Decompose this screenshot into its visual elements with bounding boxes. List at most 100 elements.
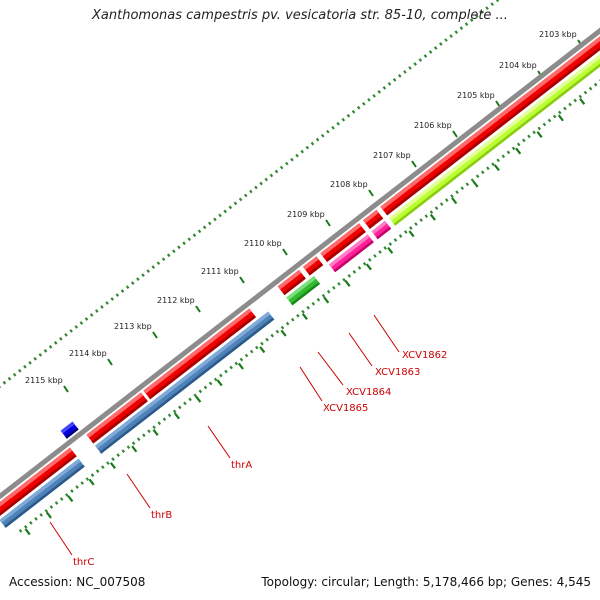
scale-dot — [188, 397, 192, 402]
gene-label-text: XCV1864 — [346, 387, 391, 398]
scale-dot — [193, 393, 197, 398]
feature-long-forward-highlight — [380, 36, 600, 210]
scale-dot — [316, 297, 321, 302]
scale-tick-mark — [280, 329, 287, 337]
scale-dot — [34, 517, 38, 521]
scale-dot — [516, 142, 521, 147]
scale-tick-mark — [24, 528, 31, 536]
gene-leader-line — [299, 366, 323, 402]
feature-thrA-forward[interactable] — [143, 308, 256, 400]
scale-dot — [213, 217, 217, 222]
scale-dot — [197, 229, 202, 234]
scale-dot — [326, 129, 330, 134]
scale-dot — [269, 173, 274, 178]
scale-tick-label: 2108 kbp — [330, 180, 368, 189]
scale-tick-mark — [365, 263, 372, 271]
scale-tick-mark — [216, 379, 223, 387]
scale-dot — [265, 337, 269, 342]
scale-dot — [151, 265, 156, 270]
scale-dot — [208, 381, 213, 386]
scale-dot — [79, 321, 84, 325]
scale-dot — [264, 177, 269, 182]
scale-tick-mark — [579, 97, 586, 105]
scale-dot — [182, 241, 186, 246]
feature-XCV1865-reverse-body — [286, 276, 321, 306]
scale-dot — [152, 425, 156, 430]
scale-dot — [17, 368, 22, 373]
feature-thrB-forward-body — [86, 392, 148, 444]
scale-tick-label: 2106 kbp — [414, 121, 452, 130]
scale-dot — [166, 253, 171, 258]
scale-dot — [311, 301, 316, 306]
feature-XCV1863-forward-body — [320, 223, 366, 262]
scale-dot — [469, 18, 474, 22]
gene-label-thrA[interactable]: thrA — [207, 425, 252, 471]
scale-dot — [44, 509, 49, 513]
scale-tick-mark — [152, 429, 159, 436]
feature-thrB-forward[interactable] — [86, 392, 148, 444]
gene-label-XCV1862[interactable]: XCV1862 — [373, 314, 447, 361]
outer-scale-dots — [0, 0, 500, 389]
scale-dot — [372, 93, 376, 98]
scale-dot — [429, 210, 434, 214]
scale-dot — [110, 297, 114, 301]
scale-dot — [527, 134, 531, 139]
feature-XCV1865-forward[interactable] — [277, 269, 306, 296]
gene-label-thrB[interactable]: thrB — [126, 473, 172, 521]
scale-dot — [70, 489, 74, 493]
scale-dot — [274, 169, 279, 174]
gene-label-thrC[interactable]: thrC — [49, 521, 94, 568]
feature-XCV1863-reverse[interactable] — [329, 234, 374, 273]
scale-tick-mark — [368, 189, 374, 197]
feature-XCV1865-reverse[interactable] — [286, 276, 321, 306]
scale-dot — [486, 166, 490, 171]
scale-dot — [84, 317, 89, 321]
feature-thrC-reverse[interactable] — [0, 458, 85, 528]
scale-dot — [413, 62, 417, 66]
scale-tick-label: 2113 kbp — [114, 322, 152, 331]
accession-text: Accession: NC_007508 — [9, 575, 146, 589]
gene-label-text: thrB — [151, 510, 172, 521]
scale-dot — [142, 433, 146, 438]
feature-lime-reverse-highlight — [389, 54, 600, 221]
scale-dot — [255, 345, 259, 350]
feature-XCV1862-reverse[interactable] — [371, 220, 392, 240]
feature-XCV1862-forward[interactable] — [363, 209, 384, 229]
scale-dot — [450, 194, 454, 199]
gene-label-XCV1865[interactable]: XCV1865 — [299, 366, 368, 414]
scale-dot — [552, 114, 557, 119]
scale-dot — [387, 82, 392, 86]
gene-label-XCV1864[interactable]: XCV1864 — [317, 351, 391, 398]
scale-dot — [563, 106, 567, 111]
scale-dot — [341, 117, 346, 122]
genome-backbone — [0, 27, 600, 500]
feature-XCV1864-forward[interactable] — [303, 256, 324, 276]
feature-thrC-forward[interactable] — [0, 447, 77, 518]
scale-dot — [38, 352, 43, 357]
scale-dot — [445, 198, 449, 203]
scale-dot — [439, 42, 443, 46]
scale-dot — [480, 170, 485, 175]
scale-dot — [100, 465, 105, 469]
scale-dot — [573, 98, 577, 103]
scale-dot — [53, 341, 58, 345]
feature-XCV1863-forward[interactable] — [320, 223, 366, 262]
feature-thrB-forward-shade — [91, 399, 148, 444]
scale-tick-label: 2112 kbp — [157, 296, 195, 305]
scale-dot — [167, 413, 172, 418]
scale-tick-mark — [344, 280, 351, 287]
feature-long-forward[interactable] — [380, 0, 600, 216]
scale-tick-label: 2110 kbp — [244, 239, 282, 248]
feature-thrA-forward-shade — [148, 315, 256, 400]
scale-dot — [130, 281, 135, 285]
scale-tick-mark — [472, 180, 479, 188]
feature-lime-reverse[interactable] — [389, 5, 600, 226]
feature-thrA-thrB-reverse[interactable] — [95, 311, 275, 454]
scale-dot — [495, 0, 500, 3]
gene-label-XCV1863[interactable]: XCV1863 — [348, 332, 420, 378]
feature-small-blue[interactable] — [60, 421, 79, 439]
feature-XCV1863-reverse-highlight — [329, 234, 370, 268]
feature-XCV1862-forward-body — [363, 209, 384, 229]
scale-dot — [315, 137, 320, 142]
scale-dot — [337, 281, 341, 286]
